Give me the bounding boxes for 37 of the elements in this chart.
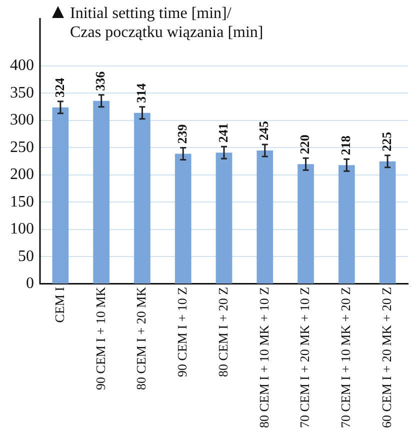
x-tick-label: 80 CEM I + 20 MK <box>134 286 149 390</box>
x-tick-label: 70 CEM I + 20 MK + 10 Z <box>297 286 312 428</box>
y-tick-label: 300 <box>10 112 34 129</box>
bar <box>256 150 274 284</box>
bar <box>379 161 396 284</box>
data-label: 220 <box>297 134 312 154</box>
x-tick-label: 80 CEM I + 10 MK + 10 Z <box>256 286 272 428</box>
bar <box>52 107 69 284</box>
y-tick-label: 250 <box>10 138 34 156</box>
y-tick-label: 50 <box>18 248 34 265</box>
x-tick-label: 80 CEM I + 20 Z <box>215 286 230 377</box>
y-tick-label: 350 <box>10 84 34 102</box>
data-label: 218 <box>338 135 354 156</box>
data-label: 245 <box>256 120 272 140</box>
data-label: 225 <box>378 131 394 152</box>
x-tick-label: 60 CEM I + 20 MK + 20 Z <box>378 286 394 428</box>
bar <box>216 152 232 284</box>
y-tick-label: 150 <box>10 193 34 210</box>
data-label: 314 <box>134 82 149 103</box>
bar <box>338 165 355 284</box>
y-tick-label: 200 <box>10 166 34 184</box>
bar <box>134 112 150 284</box>
x-tick-label: 70 CEM I + 10 MK + 20 Z <box>338 286 354 428</box>
data-label: 241 <box>215 123 230 143</box>
y-tick-label: 0 <box>26 275 34 292</box>
data-label: 239 <box>174 124 190 144</box>
x-tick-label: CEM I <box>52 286 67 323</box>
x-tick-label: 90 CEM I + 10 MK <box>92 286 108 390</box>
data-label: 324 <box>52 77 67 98</box>
bar <box>93 100 110 284</box>
y-tick-label: 100 <box>10 220 34 238</box>
y-axis-title: Initial setting time [min]/ Czas początku wiązania [min] <box>70 4 264 42</box>
y-tick-label: 400 <box>10 57 34 74</box>
bar <box>298 164 314 284</box>
x-tick-label: 90 CEM I + 10 Z <box>174 286 190 377</box>
data-label: 336 <box>92 70 108 91</box>
bar <box>174 154 192 284</box>
